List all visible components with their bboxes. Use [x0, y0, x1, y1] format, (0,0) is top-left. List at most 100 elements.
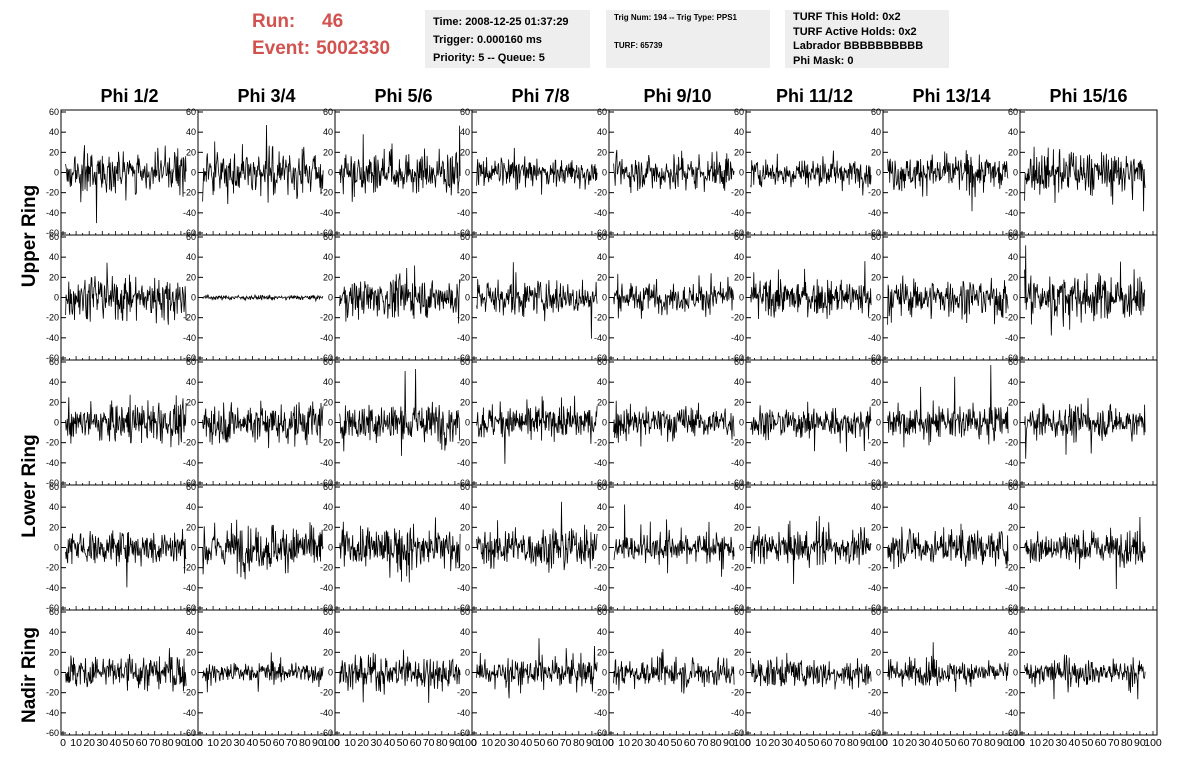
y-tick-label: 40 [49, 502, 59, 512]
labrador-text: Labrador BBBBBBBBBB [793, 40, 924, 52]
y-tick-label: -60 [320, 603, 333, 613]
waveform-trace [476, 501, 598, 573]
y-tick-label: -20 [183, 688, 196, 698]
x-tick-label: 60 [684, 737, 696, 749]
y-tick-label: 0 [54, 543, 59, 553]
y-tick-label: -60 [46, 478, 59, 488]
y-tick-label: 0 [465, 543, 470, 553]
y-tick-label: 40 [49, 252, 59, 262]
y-tick-label: 0 [191, 293, 196, 303]
x-tick-label: 20 [494, 737, 506, 749]
x-tick-label: 10 [618, 737, 630, 749]
y-tick-label: 60 [186, 357, 196, 367]
y-tick-label: 40 [186, 377, 196, 387]
y-tick-label: 20 [871, 147, 881, 157]
y-tick-label: -20 [457, 188, 470, 198]
x-tick-label: 90 [449, 737, 461, 749]
y-tick-label: -60 [320, 728, 333, 738]
y-tick-label: 60 [49, 607, 59, 617]
y-tick-label: 40 [871, 252, 881, 262]
y-tick-label: 20 [460, 272, 470, 282]
waveform-trace [750, 652, 872, 690]
y-tick-label: 40 [1008, 252, 1018, 262]
y-tick-label: 20 [460, 147, 470, 157]
x-tick-label: 80 [1121, 737, 1133, 749]
waveform-trace [887, 364, 1009, 448]
y-tick-label: 20 [460, 522, 470, 532]
x-tick-label: 50 [123, 737, 135, 749]
y-tick-label: -40 [183, 333, 196, 343]
x-tick-label: 10 [755, 737, 767, 749]
y-tick-label: -20 [457, 438, 470, 448]
column-header-phi-13-14: Phi 13/14 [912, 86, 991, 106]
y-tick-label: 60 [1008, 107, 1018, 117]
y-tick-label: 40 [49, 377, 59, 387]
y-tick-label: -40 [1005, 208, 1018, 218]
y-tick-label: -20 [457, 688, 470, 698]
waveform-trace [750, 516, 872, 584]
x-tick-label: 40 [795, 737, 807, 749]
y-tick-label: -40 [868, 333, 881, 343]
y-tick-label: 40 [323, 502, 333, 512]
run-line: Run: 46 [252, 8, 422, 35]
y-tick-label: 0 [1013, 668, 1018, 678]
y-tick-label: -60 [868, 478, 881, 488]
event-label: Event: [252, 38, 311, 59]
y-tick-label: 40 [49, 627, 59, 637]
waveform-trace [613, 273, 735, 319]
y-tick-label: -40 [183, 583, 196, 593]
y-tick-label: 0 [739, 168, 744, 178]
y-tick-label: 0 [1013, 543, 1018, 553]
x-tick-label: 0 [1019, 737, 1025, 749]
y-tick-label: 60 [1008, 482, 1018, 492]
y-tick-label: -20 [46, 438, 59, 448]
y-tick-label: -60 [731, 603, 744, 613]
x-tick-label: 80 [847, 737, 859, 749]
y-tick-label: 60 [734, 107, 744, 117]
y-tick-label: 40 [460, 377, 470, 387]
y-tick-label: -60 [731, 353, 744, 363]
y-tick-label: 0 [328, 668, 333, 678]
run-value: 46 [322, 11, 344, 32]
y-tick-label: 40 [734, 502, 744, 512]
y-tick-label: 40 [323, 252, 333, 262]
x-tick-label: 100 [1144, 737, 1162, 749]
x-tick-label: 10 [1029, 737, 1041, 749]
waveform-trace [750, 150, 872, 196]
y-tick-label: 60 [49, 357, 59, 367]
y-tick-label: 0 [54, 668, 59, 678]
y-tick-label: -40 [457, 208, 470, 218]
y-tick-label: 60 [323, 232, 333, 242]
waveform-trace [65, 145, 187, 224]
y-tick-label: 20 [597, 147, 607, 157]
x-tick-label: 40 [110, 737, 122, 749]
y-tick-label: -60 [1005, 228, 1018, 238]
y-tick-label: 60 [871, 607, 881, 617]
y-tick-label: -40 [183, 208, 196, 218]
y-tick-label: 40 [49, 127, 59, 137]
waveform-trace [339, 649, 461, 703]
y-tick-label: 60 [323, 357, 333, 367]
y-tick-label: 60 [186, 482, 196, 492]
x-tick-label: 20 [357, 737, 369, 749]
waveform-trace [887, 275, 1009, 325]
waveform-trace [887, 150, 1009, 212]
x-tick-label: 10 [207, 737, 219, 749]
x-tick-label: 60 [273, 737, 285, 749]
y-tick-label: 60 [323, 107, 333, 117]
y-tick-label: 20 [323, 272, 333, 282]
x-tick-label: 40 [384, 737, 396, 749]
y-tick-label: -60 [594, 228, 607, 238]
x-tick-label: 100 [1007, 737, 1025, 749]
x-tick-label: 100 [870, 737, 888, 749]
y-tick-label: -60 [868, 603, 881, 613]
x-tick-label: 90 [860, 737, 872, 749]
y-tick-label: -60 [868, 228, 881, 238]
y-tick-label: -20 [320, 313, 333, 323]
y-tick-label: -60 [183, 478, 196, 488]
y-tick-label: 40 [871, 127, 881, 137]
y-tick-label: 20 [186, 397, 196, 407]
x-tick-label: 90 [586, 737, 598, 749]
y-tick-label: -20 [731, 438, 744, 448]
y-tick-label: -60 [46, 603, 59, 613]
